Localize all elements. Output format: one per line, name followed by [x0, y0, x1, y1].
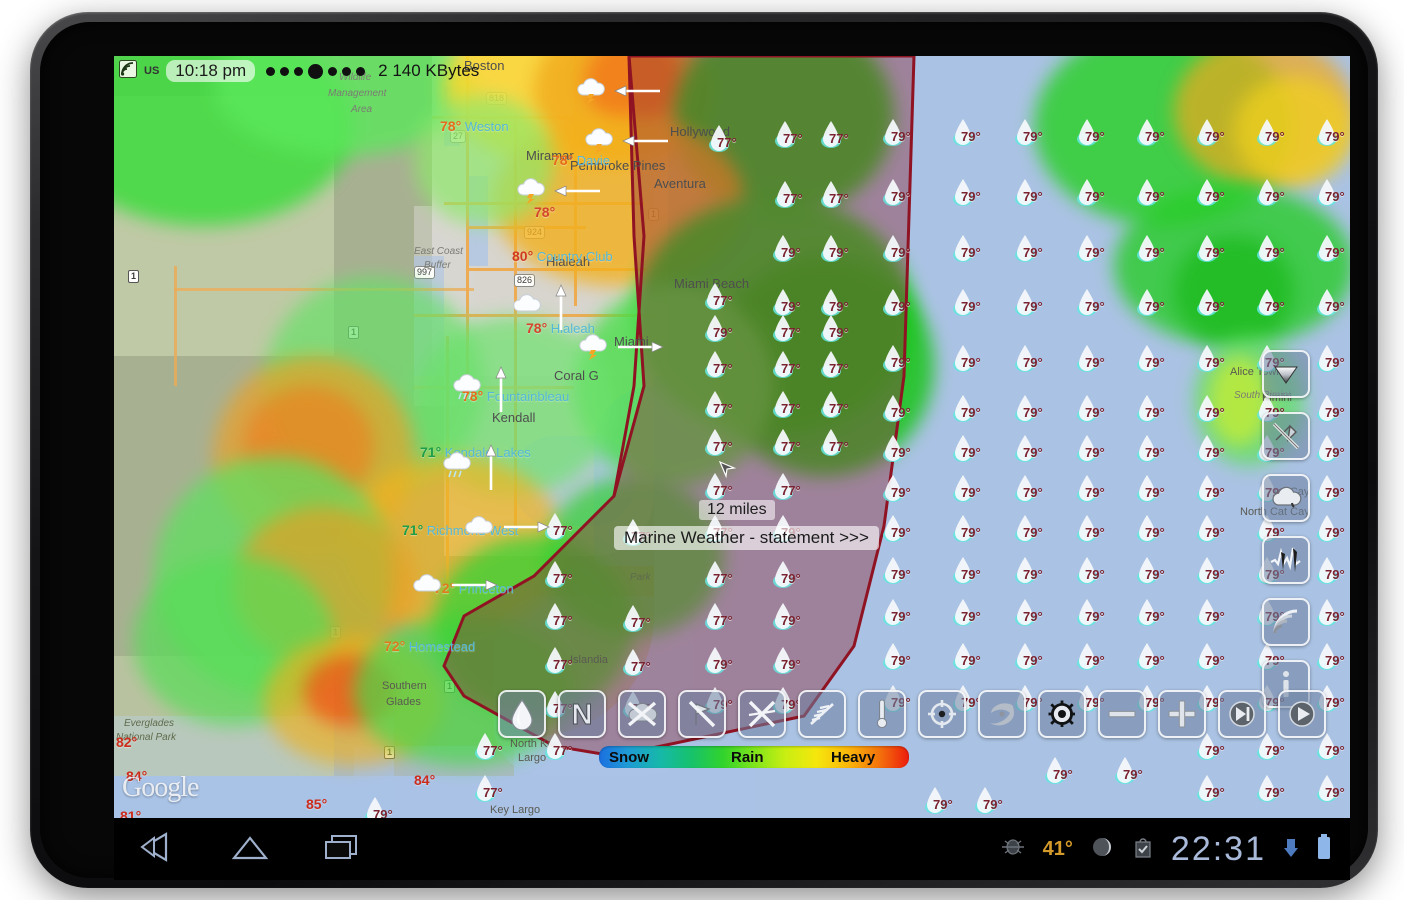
hurricane-icon[interactable]: [978, 690, 1026, 738]
route-shield: 818: [486, 92, 508, 105]
wind-barb-arrow-left-icon: [554, 184, 602, 203]
radar-waves-icon[interactable]: [1262, 598, 1310, 646]
wind-barb-arrow-up-icon: [554, 284, 568, 337]
plus-icon[interactable]: [1158, 690, 1206, 738]
cloud-icon[interactable]: [1262, 474, 1310, 522]
android-navigation-bar[interactable]: 41° 22:31: [114, 818, 1350, 880]
route-shield: 1: [444, 680, 456, 693]
cloud-lightning-icon: [514, 178, 548, 204]
wind-barb-arrow-left-icon: [622, 134, 670, 153]
recent-apps-icon[interactable]: [320, 830, 364, 869]
route-shield: 1: [384, 746, 396, 759]
wind-barb-arrow-right-icon: [502, 520, 550, 539]
map-scale-label: 12 miles: [699, 500, 775, 520]
gear-icon[interactable]: [1038, 690, 1086, 738]
raindrop-icon[interactable]: [498, 690, 546, 738]
cloud-icon: [462, 514, 496, 538]
checkbox-bag-icon: [1131, 834, 1155, 865]
download-arrow-icon: [1282, 834, 1300, 865]
google-attribution: Google: [122, 772, 199, 803]
cloud-rain-icon: [440, 452, 474, 478]
cloud-icon: [510, 292, 544, 316]
route-shield: 1: [128, 270, 140, 283]
cloud-icon: [410, 572, 444, 596]
skip-frame-icon[interactable]: [1218, 690, 1266, 738]
play-icon[interactable]: [1278, 690, 1326, 738]
route-shield: 27: [450, 130, 467, 143]
bug-icon: [999, 834, 1027, 865]
system-temperature-label: 41°: [1042, 837, 1073, 860]
wind-barb-arrow-up-icon: [484, 444, 498, 497]
moon-phase-icon: [1089, 834, 1115, 865]
home-icon[interactable]: [228, 830, 272, 869]
frame-time-label: 10:18 pm: [166, 60, 256, 82]
route-shield: 826: [514, 274, 536, 287]
cloud-lightning-icon: [582, 128, 616, 154]
legend-label-snow: Snow: [609, 748, 649, 766]
tablet-device: 818 27 997 924 826 1 1 41 1 1 1 1: [30, 12, 1378, 888]
legend-label-rain: Rain: [731, 748, 764, 766]
route-shield: 1: [648, 208, 660, 221]
route-shield: 924: [524, 226, 546, 239]
wind-barb-arrow-right-icon: [450, 578, 498, 597]
battery-icon: [1316, 833, 1332, 866]
legend-label-heavy: Heavy: [831, 748, 876, 766]
precipitation-legend: Snow Rain Heavy: [599, 746, 909, 768]
crosshair-target-icon[interactable]: [918, 690, 966, 738]
map-screen[interactable]: 818 27 997 924 826 1 1 41 1 1 1 1: [114, 56, 1350, 818]
wind-barb-arrow-up-icon: [494, 366, 508, 419]
route-shield: 1: [348, 326, 360, 339]
system-clock: 22:31: [1170, 829, 1266, 868]
back-arrow-icon[interactable]: [136, 830, 180, 869]
wind-barb-arrow-right-icon: [616, 340, 664, 359]
radar-signal-icon: [119, 60, 137, 82]
lightning-spike-icon[interactable]: [1262, 536, 1310, 584]
marine-weather-statement-link[interactable]: Marine Weather - statement >>>: [614, 526, 879, 550]
route-shield: 997: [414, 266, 436, 279]
status-overlay: US 10:18 pm 2 140 KBytes: [114, 56, 479, 86]
frame-progress-dots[interactable]: [266, 63, 366, 79]
letter-n-icon[interactable]: N: [558, 690, 606, 738]
cloud-rain-icon: [450, 374, 484, 400]
svg-text:N: N: [572, 699, 593, 729]
route-shield: 1: [330, 626, 342, 639]
location-pin-icon[interactable]: [714, 456, 740, 487]
no-clouds-icon[interactable]: [618, 690, 666, 738]
cloud-lightning-icon: [576, 334, 610, 360]
cloud-lightning-icon: [574, 78, 608, 104]
wind-barb-arrow-left-icon: [614, 84, 662, 103]
minus-icon[interactable]: [1098, 690, 1146, 738]
region-label: US: [144, 65, 160, 77]
data-usage-label: 2 140 KBytes: [378, 61, 480, 80]
chevron-down-icon[interactable]: [1262, 350, 1310, 398]
no-crosshair-icon[interactable]: [738, 690, 786, 738]
no-satellite-icon[interactable]: [1262, 412, 1310, 460]
no-flag-icon[interactable]: [678, 690, 726, 738]
thermometer-icon[interactable]: [858, 690, 906, 738]
wind-barb-icon[interactable]: [798, 690, 846, 738]
